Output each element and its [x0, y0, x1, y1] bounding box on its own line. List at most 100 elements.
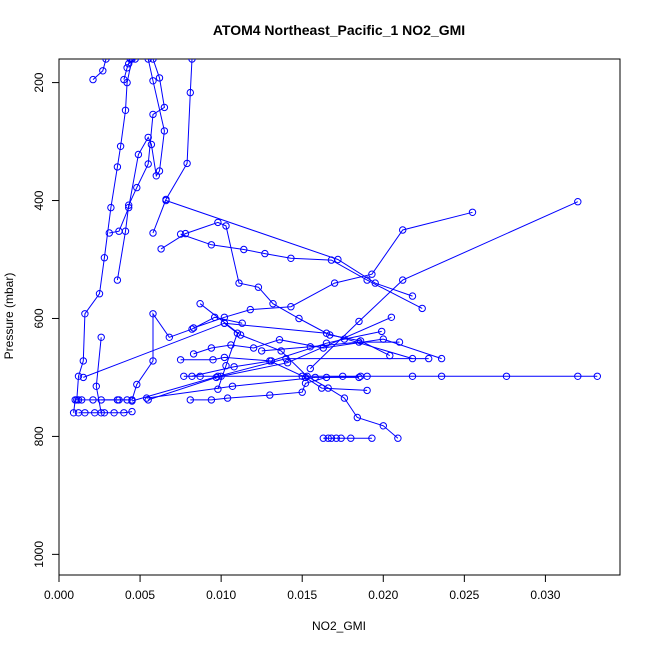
series-line	[95, 337, 102, 413]
data-point	[593, 372, 601, 380]
series-28	[306, 198, 582, 373]
data-point	[144, 133, 152, 142]
data-point	[235, 279, 243, 287]
data-point	[318, 384, 326, 392]
data-point	[188, 325, 196, 333]
series-14	[162, 196, 417, 300]
data-point	[249, 344, 258, 352]
data-point	[306, 364, 314, 373]
y-axis-label: Pressure (mbar)	[2, 273, 16, 360]
data-point	[238, 319, 246, 327]
data-point	[306, 343, 314, 351]
data-point	[95, 290, 104, 298]
data-point	[207, 344, 216, 352]
data-point	[394, 434, 402, 442]
data-point	[162, 196, 170, 205]
data-point	[214, 218, 222, 227]
data-point	[120, 409, 128, 417]
series-10	[125, 59, 139, 68]
data-point	[100, 254, 109, 262]
data-point	[399, 276, 407, 284]
chart-title: ATOM4 Northeast_Pacific_1 NO2_GMI	[213, 22, 465, 38]
data-point	[408, 354, 417, 363]
data-point	[220, 319, 229, 327]
data-point	[425, 354, 433, 363]
series-4	[97, 310, 246, 404]
data-point	[277, 347, 285, 355]
data-point	[105, 229, 114, 237]
data-point	[340, 394, 349, 402]
data-point	[81, 409, 89, 417]
data-point	[189, 350, 198, 358]
series-line	[217, 322, 238, 390]
data-point	[188, 372, 196, 380]
data-point	[353, 413, 361, 422]
data-point	[356, 337, 365, 345]
data-point	[180, 372, 188, 380]
data-point	[227, 341, 235, 349]
data-point	[437, 372, 446, 380]
series-line	[92, 59, 107, 80]
plot-area	[69, 59, 601, 442]
data-point	[147, 140, 156, 149]
x-tick-label: 0.000	[44, 588, 74, 602]
y-tick-label: 400	[32, 190, 46, 210]
data-point	[196, 300, 204, 308]
data-point	[97, 396, 105, 404]
data-point	[92, 382, 101, 390]
data-point	[408, 292, 417, 300]
series-line	[160, 221, 391, 357]
series-11	[149, 59, 196, 237]
data-point	[368, 270, 376, 278]
data-point	[468, 208, 477, 217]
data-point	[74, 372, 83, 380]
data-point	[418, 304, 426, 313]
x-tick-label: 0.025	[449, 588, 479, 602]
series-line	[83, 322, 413, 378]
series-line	[152, 59, 193, 234]
data-point	[134, 150, 143, 159]
data-point	[155, 167, 164, 175]
series-line	[116, 59, 165, 281]
data-point	[149, 77, 157, 85]
data-point	[149, 110, 157, 119]
data-point	[214, 372, 222, 380]
data-point	[149, 59, 157, 63]
series-line	[131, 358, 429, 402]
data-point	[298, 372, 306, 380]
data-point	[355, 317, 363, 326]
data-point	[322, 329, 331, 337]
data-point	[347, 434, 355, 442]
data-point	[186, 396, 195, 404]
x-axis: 0.000 0.005 0.010 0.015 0.020 0.025 0.030	[44, 574, 561, 602]
series-line	[78, 411, 133, 414]
y-tick-label: 800	[32, 426, 46, 446]
data-point	[258, 347, 266, 355]
series-8	[113, 59, 169, 284]
series-line	[309, 201, 579, 369]
data-point	[113, 276, 122, 284]
y-tick-label: 1000	[32, 541, 46, 568]
data-point	[165, 333, 174, 341]
data-point	[183, 159, 191, 168]
data-point	[181, 229, 190, 238]
series-13	[176, 230, 426, 313]
data-point	[176, 356, 185, 364]
data-point	[223, 394, 232, 402]
data-point	[121, 227, 130, 235]
data-point	[311, 373, 319, 382]
data-point	[73, 396, 81, 404]
y-axis: 200 400 600 800 1000	[32, 72, 60, 568]
data-point	[330, 279, 339, 287]
data-point	[116, 142, 125, 151]
data-point	[128, 397, 136, 405]
series-line	[146, 376, 359, 399]
data-point	[128, 407, 136, 416]
data-point	[337, 434, 345, 442]
x-axis-label: NO2_GMI	[312, 619, 366, 633]
data-point	[97, 409, 105, 417]
data-point	[298, 388, 306, 396]
data-point	[233, 329, 242, 337]
x-tick-label: 0.010	[206, 588, 236, 602]
